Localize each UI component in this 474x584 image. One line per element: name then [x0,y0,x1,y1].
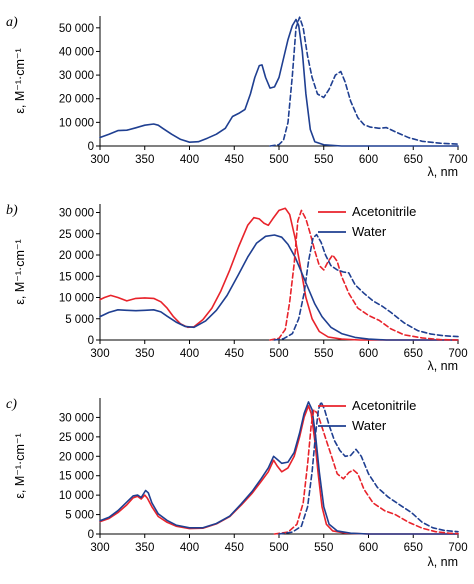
x-tick-label: 650 [404,348,423,360]
x-tick-label: 600 [359,154,378,166]
series-line-solid [99,18,459,147]
x-tick-label: 300 [90,542,109,554]
x-tick-label: 300 [90,348,109,360]
x-tick-label: 400 [180,542,199,554]
x-tick-label: 450 [225,154,244,166]
y-tick-label: 40 000 [59,46,94,58]
panel-1: 0 10 000 20 000 30 000 40 000 50 000 300 350 400… [6,15,468,179]
x-axis-title: λ, nm [427,359,458,373]
x-tick-label: 400 [180,348,199,360]
x-tick-label: 400 [180,154,199,166]
y-tick-label: 15 000 [59,271,94,283]
y-tick-label: 50 000 [59,23,94,35]
y-tick-label: 5 000 [65,314,94,326]
series-line-water-solid [99,234,459,341]
legend-label: Acetonitrile [352,398,416,413]
panel-2: 0 5 000 10 000 15 000 20 000 25 000 30 000 300 3… [6,203,468,373]
legend-label: Water [352,224,387,239]
y-tick-label: 15 000 [59,471,94,483]
y-tick-label: 25 000 [59,229,94,241]
legend-label: Water [352,418,387,433]
x-tick-label: 500 [269,542,288,554]
y-tick-label: 0 [88,335,94,347]
y-tick-label: 20 000 [59,451,94,463]
y-tick-label: 30 000 [59,70,94,82]
x-tick-label: 550 [314,348,333,360]
legend-label: Acetonitrile [352,204,416,219]
y-tick-label: 25 000 [59,432,94,444]
y-tick-label: 10 000 [59,293,94,305]
y-axis-title: ε, M⁻¹·cm⁻¹ [13,433,27,498]
panel-letter: c) [6,397,17,412]
x-tick-label: 500 [269,348,288,360]
x-tick-label: 350 [135,542,154,554]
x-axis-title: λ, nm [427,165,458,179]
y-tick-label: 0 [88,529,94,541]
x-tick-label: 350 [135,154,154,166]
y-tick-label: 10 000 [59,490,94,502]
y-tick-label: 30 000 [59,412,94,424]
series-line-acetonitrile-solid [99,405,459,535]
y-tick-label: 0 [88,141,94,153]
series-line-acetonitrile-dashed [273,408,459,535]
y-tick-label: 30 000 [59,208,94,220]
y-tick-label: 20 000 [59,250,94,262]
y-axis-title: ε, M⁻¹·cm⁻¹ [13,239,27,304]
x-tick-label: 450 [225,542,244,554]
x-axis-title: λ, nm [427,555,458,569]
x-tick-label: 500 [269,154,288,166]
panel-letter: b) [6,203,18,218]
x-tick-label: 700 [448,154,467,166]
series-line-water-dashed [273,233,459,341]
x-tick-label: 550 [314,542,333,554]
panel-3: 0 5 000 10 000 15 000 20 000 25 000 30 000 300 3… [6,397,468,569]
x-tick-label: 350 [135,348,154,360]
x-tick-label: 300 [90,154,109,166]
x-tick-label: 600 [359,348,378,360]
y-tick-label: 10 000 [59,117,94,129]
y-tick-label: 20 000 [59,94,94,106]
series-line-acetonitrile-solid [99,207,459,341]
series-line-water-solid [99,401,459,535]
x-tick-label: 600 [359,542,378,554]
panel-letter: a) [6,15,18,30]
x-tick-label: 700 [448,348,467,360]
x-tick-label: 650 [404,542,423,554]
series-line-acetonitrile-dashed [269,209,459,341]
y-axis-title: ε, M⁻¹·cm⁻¹ [13,48,27,113]
x-tick-label: 700 [448,542,467,554]
x-tick-label: 650 [404,154,423,166]
x-tick-label: 450 [225,348,244,360]
series-line-dashed [269,16,459,147]
series-line-water-dashed [278,401,459,535]
y-tick-label: 5 000 [65,510,94,522]
x-tick-label: 550 [314,154,333,166]
